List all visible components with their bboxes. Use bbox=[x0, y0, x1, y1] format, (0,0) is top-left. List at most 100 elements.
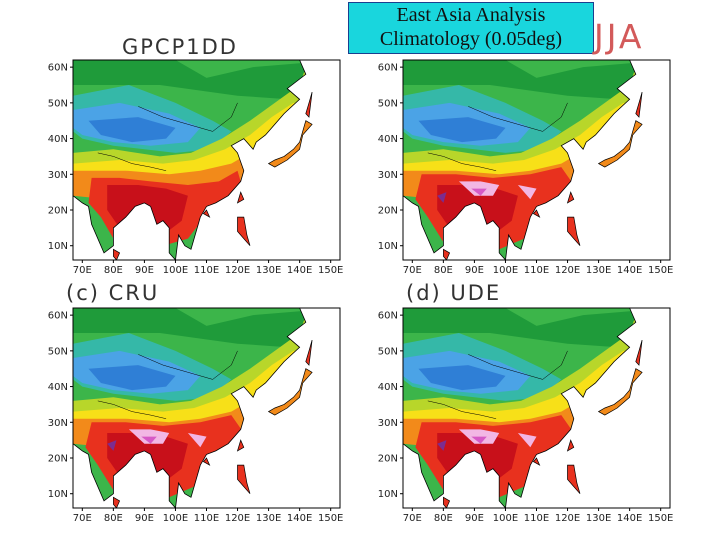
island-2 bbox=[237, 216, 251, 246]
coastline bbox=[402, 59, 637, 261]
island-3 bbox=[202, 457, 211, 466]
panel-c-map: 70E 80E 90E 100E 110E 120E 130E 140E 150E 60N 50N 4… bbox=[48, 307, 343, 524]
lat-label: 30N bbox=[378, 170, 398, 181]
lat-label: 10N bbox=[48, 489, 68, 500]
region-blue bbox=[418, 365, 506, 391]
lat-label: 50N bbox=[378, 98, 398, 109]
lon-label: 70E bbox=[73, 513, 92, 524]
panel-b-map: 70E 80E 90E 100E 110E 120E 130E 140E 150E 60N 50N 4… bbox=[378, 59, 673, 276]
region-magenta bbox=[471, 436, 487, 444]
lon-label: 140E bbox=[617, 513, 642, 524]
lon-label: 130E bbox=[256, 513, 281, 524]
lat-label: 40N bbox=[378, 134, 398, 145]
lat-label: 40N bbox=[48, 134, 68, 145]
region-pink-south-china bbox=[517, 185, 537, 200]
lon-label: 100E bbox=[163, 265, 188, 276]
lon-label: 110E bbox=[194, 265, 219, 276]
lon-label: 90E bbox=[465, 265, 484, 276]
lon-label: 130E bbox=[586, 513, 611, 524]
panel-d-title: (d) UDE bbox=[406, 281, 502, 305]
lon-label: 130E bbox=[256, 265, 281, 276]
island-0 bbox=[597, 120, 643, 168]
island-1 bbox=[566, 191, 575, 204]
lat-label: 50N bbox=[48, 346, 68, 357]
figure-title-line2: Climatology (0.05deg) bbox=[379, 28, 563, 50]
lat-label: 20N bbox=[48, 454, 68, 465]
lon-label: 120E bbox=[555, 265, 580, 276]
lon-label: 100E bbox=[163, 513, 188, 524]
region-magenta bbox=[471, 188, 487, 196]
panel-a-svg: 70E 80E 90E 100E 110E 120E 130E 140E 150E 60N 50N 4… bbox=[48, 59, 343, 276]
border-line bbox=[138, 102, 238, 132]
lat-label: 60N bbox=[378, 311, 398, 322]
lon-label: 80E bbox=[434, 265, 453, 276]
border-line bbox=[468, 102, 568, 132]
figure-title-line1: East Asia Analysis bbox=[396, 4, 546, 26]
lat-label: 60N bbox=[48, 63, 68, 74]
lon-label: 70E bbox=[403, 513, 422, 524]
panel-c-title: (c) CRU bbox=[66, 281, 160, 305]
border-line bbox=[427, 152, 497, 171]
lat-label: 10N bbox=[48, 241, 68, 252]
lat-label: 60N bbox=[378, 63, 398, 74]
lon-label: 120E bbox=[555, 513, 580, 524]
region-blue bbox=[418, 117, 506, 143]
region-pink-south-china bbox=[517, 433, 537, 448]
island-0 bbox=[597, 368, 643, 416]
lon-label: 120E bbox=[225, 513, 250, 524]
region-pink-himalaya bbox=[458, 181, 500, 196]
border-line bbox=[427, 400, 497, 419]
border-line bbox=[468, 350, 568, 380]
lon-label: 100E bbox=[493, 513, 518, 524]
island-2 bbox=[567, 464, 581, 494]
panel-b-svg: 70E 80E 90E 100E 110E 120E 130E 140E 150E 60N 50N 4… bbox=[378, 59, 673, 276]
region-dark-green bbox=[403, 308, 636, 351]
island-2 bbox=[567, 216, 581, 246]
lon-label: 70E bbox=[73, 265, 92, 276]
lon-label: 140E bbox=[287, 513, 312, 524]
island-3 bbox=[532, 457, 541, 466]
lon-label: 150E bbox=[648, 513, 673, 524]
lat-label: 30N bbox=[48, 418, 68, 429]
lon-label: 80E bbox=[434, 513, 453, 524]
lat-label: 50N bbox=[378, 346, 398, 357]
coastline bbox=[72, 307, 307, 509]
island-2 bbox=[237, 464, 251, 494]
border-line bbox=[97, 400, 167, 419]
region-pink-himalaya bbox=[128, 429, 170, 444]
island-3 bbox=[532, 209, 541, 218]
lat-label: 40N bbox=[48, 382, 68, 393]
region-purple bbox=[437, 192, 447, 203]
lon-label: 70E bbox=[403, 265, 422, 276]
island-0 bbox=[267, 368, 313, 416]
season-label: JJA bbox=[594, 17, 645, 56]
coastline bbox=[402, 307, 637, 509]
lon-label: 150E bbox=[648, 265, 673, 276]
lon-label: 110E bbox=[524, 513, 549, 524]
island-5 bbox=[635, 340, 643, 366]
lat-label: 20N bbox=[48, 206, 68, 217]
island-0 bbox=[267, 120, 313, 168]
lat-label: 10N bbox=[378, 489, 398, 500]
border-line bbox=[97, 152, 167, 171]
lon-label: 120E bbox=[225, 265, 250, 276]
lon-label: 90E bbox=[135, 513, 154, 524]
region-pink-himalaya bbox=[458, 429, 500, 444]
border-line bbox=[138, 350, 238, 380]
region-pink-south-china bbox=[187, 433, 207, 448]
region-blue bbox=[88, 117, 176, 143]
lat-label: 40N bbox=[378, 382, 398, 393]
lon-label: 100E bbox=[493, 265, 518, 276]
lon-label: 130E bbox=[586, 265, 611, 276]
coastline bbox=[72, 59, 307, 261]
island-5 bbox=[305, 340, 313, 366]
lon-label: 110E bbox=[194, 513, 219, 524]
lon-label: 80E bbox=[104, 265, 123, 276]
panel-d-map: 70E 80E 90E 100E 110E 120E 130E 140E 150E 60N 50N 4… bbox=[378, 307, 673, 524]
region-dark-green bbox=[73, 308, 306, 351]
panel-a-map: 70E 80E 90E 100E 110E 120E 130E 140E 150E 60N 50N 4… bbox=[48, 59, 343, 276]
lon-label: 90E bbox=[465, 513, 484, 524]
region-magenta bbox=[141, 436, 157, 444]
lat-label: 50N bbox=[48, 98, 68, 109]
island-1 bbox=[566, 439, 575, 452]
